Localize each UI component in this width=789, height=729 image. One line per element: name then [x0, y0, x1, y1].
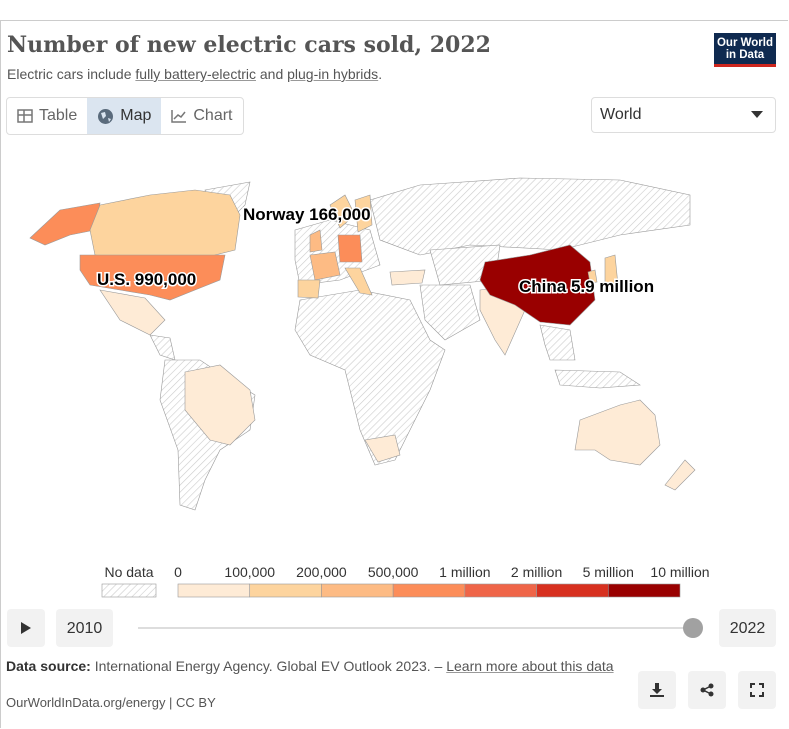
country[interactable] [99, 289, 166, 336]
country[interactable] [344, 267, 373, 296]
source-label: Data source: [6, 658, 91, 674]
tab[interactable]: Map [87, 98, 162, 134]
legend-label: 1 million [439, 564, 490, 580]
logo-text: Our World [716, 37, 773, 49]
country[interactable] [337, 234, 363, 263]
play-icon [21, 622, 31, 634]
country[interactable] [539, 324, 576, 361]
caret [751, 111, 763, 118]
legend-label: No data [104, 564, 153, 580]
country[interactable] [309, 251, 341, 281]
subtitle-text: and [255, 66, 288, 82]
source: Data source: International Energy Agency… [6, 658, 616, 675]
legend-swatch [536, 583, 609, 598]
start-year: 2010 [67, 620, 103, 637]
tab[interactable]: Chart [161, 98, 242, 134]
link[interactable]: Learn more about this data [446, 658, 614, 674]
legend-label: 10 million [650, 564, 709, 580]
tab[interactable]: Table [7, 98, 87, 134]
title: Number of new electric cars sold, 2022 [7, 32, 491, 58]
annotation: Norway 166,000 [243, 205, 371, 224]
legend-swatch [249, 583, 322, 598]
icon [98, 108, 114, 124]
no-data-swatch [101, 583, 157, 598]
legend-swatch [321, 583, 394, 598]
fullscreen-button[interactable] [738, 671, 776, 709]
legend-label: 200,000 [296, 564, 347, 580]
country[interactable] [419, 284, 481, 341]
country[interactable] [309, 229, 323, 253]
country[interactable] [89, 189, 241, 269]
legend-label: 5 million [583, 564, 634, 580]
legend-label: 100,000 [224, 564, 275, 580]
country[interactable] [587, 269, 598, 284]
country[interactable] [149, 334, 176, 361]
tabs: Table Map Chart [6, 97, 244, 135]
country[interactable] [354, 194, 373, 233]
annotation: U.S. 990,000 [97, 270, 196, 289]
end-year: 2022 [730, 620, 766, 637]
country[interactable] [364, 434, 401, 463]
tab-label: Map [120, 107, 152, 124]
source-text: International Energy Agency. Global EV O… [90, 658, 447, 674]
link[interactable]: plug-in hybrids [287, 66, 379, 82]
country[interactable] [604, 254, 619, 291]
country[interactable] [184, 364, 256, 446]
tab-label: Table [39, 107, 78, 124]
legend-label: 2 million [511, 564, 562, 580]
start-year-box[interactable] [56, 609, 113, 647]
icon [171, 110, 187, 123]
country[interactable] [297, 279, 321, 299]
logo[interactable]: Our World in Data [714, 33, 776, 67]
subtitle-text: . [378, 66, 383, 82]
country[interactable] [389, 269, 426, 286]
selector-label: World [600, 106, 642, 123]
country[interactable] [294, 289, 446, 466]
legend-swatch [464, 583, 537, 598]
icon [750, 683, 764, 697]
country[interactable] [554, 369, 641, 389]
country[interactable] [29, 202, 101, 246]
icon [17, 109, 33, 123]
entity-selector[interactable]: World [591, 97, 776, 133]
legend-swatch [177, 583, 251, 598]
link[interactable]: fully battery-electric [135, 66, 256, 82]
icon [700, 683, 714, 697]
country[interactable] [479, 244, 596, 326]
icon [650, 683, 664, 697]
country[interactable] [79, 254, 226, 301]
country[interactable] [369, 177, 691, 256]
subtitle: Electric cars include fully battery-elec… [7, 66, 382, 82]
country[interactable] [664, 459, 696, 491]
end-year-box[interactable] [719, 609, 776, 647]
share-button[interactable] [688, 671, 726, 709]
country[interactable] [574, 399, 661, 466]
legend-label: 0 [174, 564, 182, 580]
legend-label: 500,000 [368, 564, 419, 580]
legend-swatch [607, 583, 681, 598]
timeline-knob[interactable] [683, 618, 703, 638]
annotation: China 5.9 million [519, 277, 654, 296]
tab-label: Chart [193, 107, 233, 124]
credit: OurWorldInData.org/energy | CC BY [6, 695, 216, 710]
frame [0, 20, 788, 728]
subtitle-text: Electric cars include [7, 66, 136, 82]
country[interactable] [329, 194, 356, 229]
download-button[interactable] [638, 671, 676, 709]
legend-swatch [392, 583, 466, 598]
logo-text: in Data [725, 49, 765, 61]
